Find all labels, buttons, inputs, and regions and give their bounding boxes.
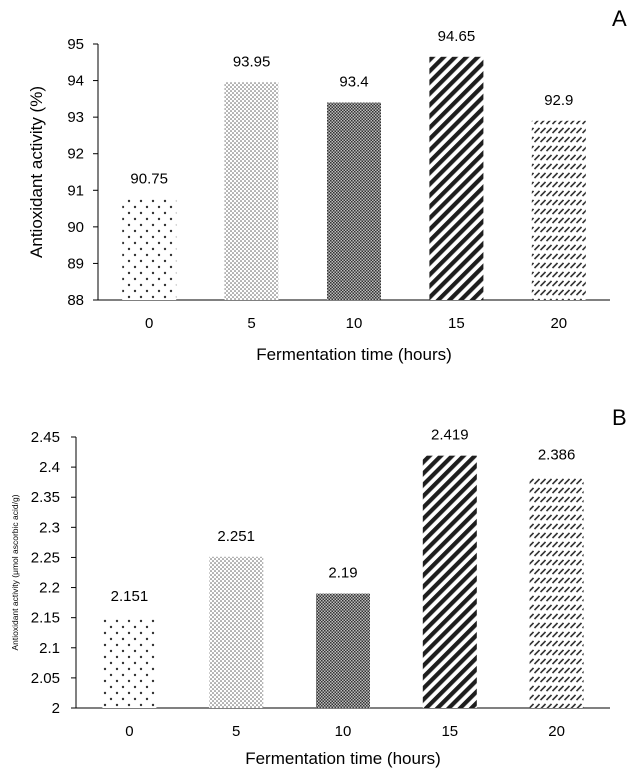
data-label: 92.9: [544, 92, 573, 109]
bar: [209, 556, 264, 708]
bar: [224, 82, 279, 301]
y-tick-label: 2.05: [31, 670, 60, 687]
data-label: 90.75: [130, 170, 168, 187]
bar: [529, 475, 584, 708]
x-tick-label: 5: [232, 723, 240, 740]
y-tick-label: 2.35: [31, 489, 60, 506]
y-tick-label: 2: [52, 700, 60, 717]
x-tick-label: 5: [247, 315, 255, 332]
data-label: 93.4: [339, 74, 368, 91]
x-tick-label: 20: [548, 723, 565, 740]
y-tick-label: 2.45: [31, 429, 60, 446]
x-axis-label: Fermentation time (hours): [245, 749, 441, 768]
bar: [531, 120, 586, 300]
y-tick-label: 95: [67, 36, 84, 53]
x-tick-label: 0: [125, 723, 133, 740]
chart-panel-b: 2 2.05 2.1 2.15 2.2 2.25 2.3 2.35 2.4 2.45 2.151 0 2…: [10, 405, 627, 768]
y-tick-label: 2.15: [31, 610, 60, 627]
y-tick-label: 2.25: [31, 549, 60, 566]
bar: [316, 593, 370, 708]
bar: [122, 199, 177, 300]
data-label: 94.65: [438, 28, 476, 45]
y-tick-label: 2.4: [39, 459, 60, 476]
y-tick-label: 92: [67, 146, 84, 163]
chart-panel-a: 88 89 90 91 92 93 94 95 90.75 0 93.95 5 93.4 10 94.65 1…: [27, 6, 627, 364]
panel-label: B: [612, 405, 627, 430]
data-label: 93.95: [233, 53, 271, 70]
bar: [429, 56, 484, 300]
data-label: 2.386: [538, 447, 576, 464]
y-tick-label: 88: [67, 292, 84, 309]
data-label: 2.151: [111, 588, 149, 605]
x-axis-label: Fermentation time (hours): [256, 345, 452, 364]
x-tick-label: 15: [441, 723, 458, 740]
x-tick-label: 10: [335, 723, 352, 740]
y-tick-label: 94: [67, 73, 84, 90]
y-axis-label: Antioxidant activity (%): [27, 86, 46, 258]
data-label: 2.419: [431, 427, 469, 444]
y-tick-label: 91: [67, 182, 84, 199]
data-label: 2.19: [328, 565, 357, 582]
data-label: 2.251: [217, 528, 255, 545]
y-tick-label: 2.2: [39, 580, 60, 597]
bar: [422, 455, 477, 708]
y-tick-label: 93: [67, 109, 84, 126]
y-tick-label: 2.1: [39, 640, 60, 657]
y-tick-label: 2.3: [39, 519, 60, 536]
x-tick-label: 0: [145, 315, 153, 332]
y-axis-label: Antioxidant activity (μmol ascorbic acid…: [10, 494, 20, 650]
y-tick-label: 90: [67, 219, 84, 236]
x-tick-label: 15: [448, 315, 465, 332]
panel-label: A: [612, 6, 627, 31]
bar: [327, 102, 381, 300]
y-tick-label: 89: [67, 255, 84, 272]
bar: [102, 617, 157, 708]
x-tick-label: 20: [550, 315, 567, 332]
x-tick-label: 10: [346, 315, 363, 332]
